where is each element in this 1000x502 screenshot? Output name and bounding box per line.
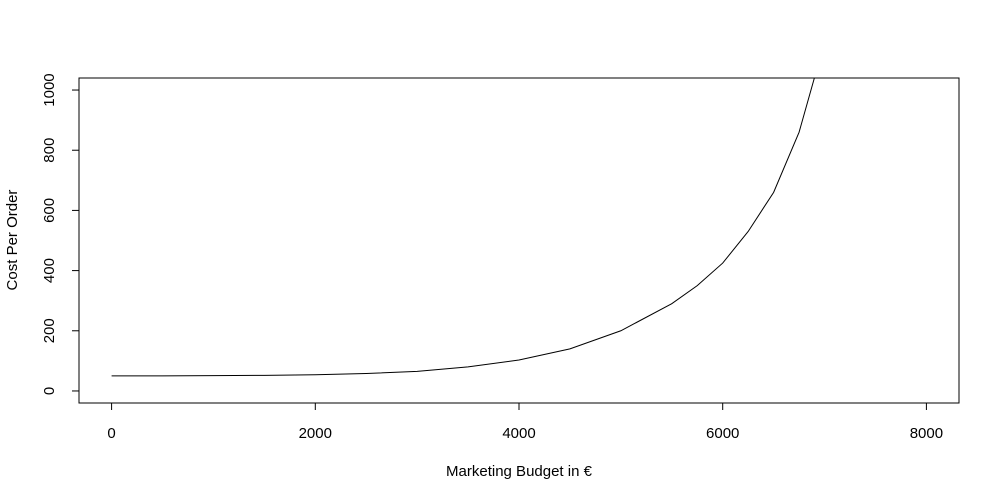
y-tick-label: 600 bbox=[41, 198, 58, 223]
y-axis-label: Cost Per Order bbox=[4, 190, 21, 291]
y-tick-label: 400 bbox=[41, 258, 58, 283]
x-tick-label: 2000 bbox=[299, 425, 332, 442]
x-axis-label: Marketing Budget in € bbox=[446, 463, 593, 480]
y-tick-label: 800 bbox=[41, 138, 58, 163]
y-tick-label: 200 bbox=[41, 318, 58, 343]
x-tick-label: 4000 bbox=[502, 425, 535, 442]
plot-area bbox=[111, 78, 815, 377]
x-tick-label: 0 bbox=[107, 425, 115, 442]
line bbox=[111, 78, 815, 377]
y-tick-label: 1000 bbox=[41, 73, 58, 106]
x-tick-label: 8000 bbox=[910, 425, 943, 442]
plot-box bbox=[78, 77, 960, 404]
y-tick-label: 0 bbox=[41, 387, 58, 395]
x-tick-label: 6000 bbox=[706, 425, 739, 442]
